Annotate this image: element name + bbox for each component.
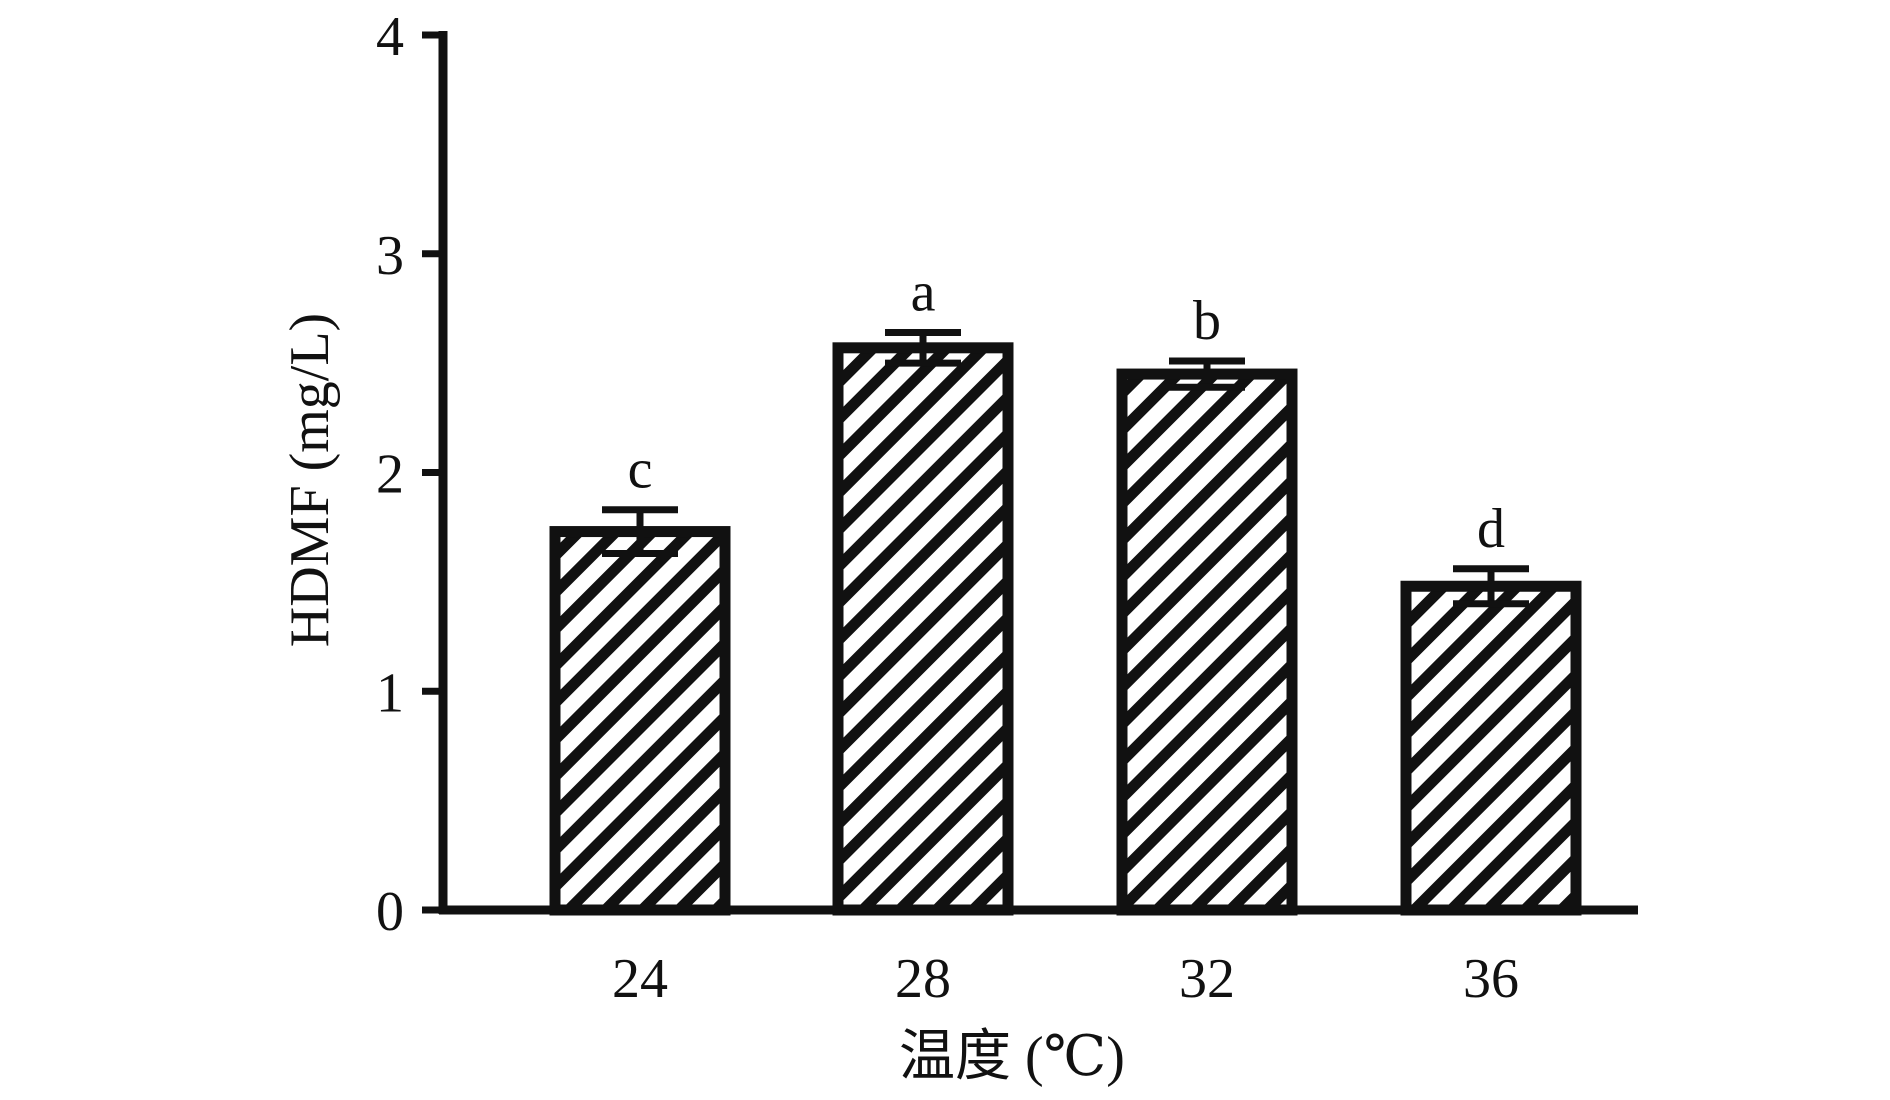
x-axis-title: 温度 (℃) bbox=[899, 1026, 1125, 1088]
significance-letter-36: d bbox=[1477, 498, 1505, 560]
tick-labels-layer: 24 28 32 36 0 1 2 3 4 bbox=[376, 6, 1519, 1010]
y-tick-label-2: 2 bbox=[376, 444, 404, 506]
y-tick-label-3: 3 bbox=[376, 225, 404, 287]
x-tick-label-36: 36 bbox=[1463, 948, 1519, 1010]
bar-32 bbox=[1116, 368, 1298, 916]
y-axis-title: HDMF (mg/L) bbox=[279, 313, 341, 647]
x-tick-label-24: 24 bbox=[612, 948, 668, 1010]
significance-letter-32: b bbox=[1193, 290, 1221, 352]
axes-layer bbox=[422, 31, 1638, 915]
x-tick-label-28: 28 bbox=[895, 948, 951, 1010]
significance-letter-28: a bbox=[911, 262, 936, 324]
bar-24 bbox=[549, 526, 731, 916]
y-tick-label-4: 4 bbox=[376, 6, 404, 68]
x-tick-label-32: 32 bbox=[1179, 948, 1235, 1010]
bar-36 bbox=[1400, 580, 1582, 916]
bar-28 bbox=[832, 342, 1014, 916]
error-bars-layer bbox=[602, 329, 1529, 608]
bars-layer bbox=[549, 342, 1582, 916]
significance-letter-24: c bbox=[628, 439, 653, 501]
y-tick-label-0: 0 bbox=[376, 881, 404, 943]
significance-letters-layer: c a b d bbox=[628, 262, 1505, 560]
y-tick-label-1: 1 bbox=[376, 662, 404, 724]
